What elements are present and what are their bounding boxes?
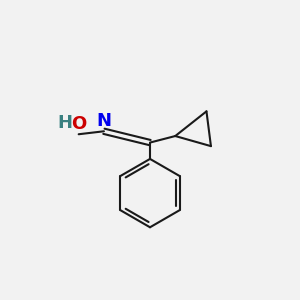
Text: N: N (96, 112, 111, 130)
Text: O: O (71, 115, 86, 133)
Text: H: H (57, 115, 72, 133)
